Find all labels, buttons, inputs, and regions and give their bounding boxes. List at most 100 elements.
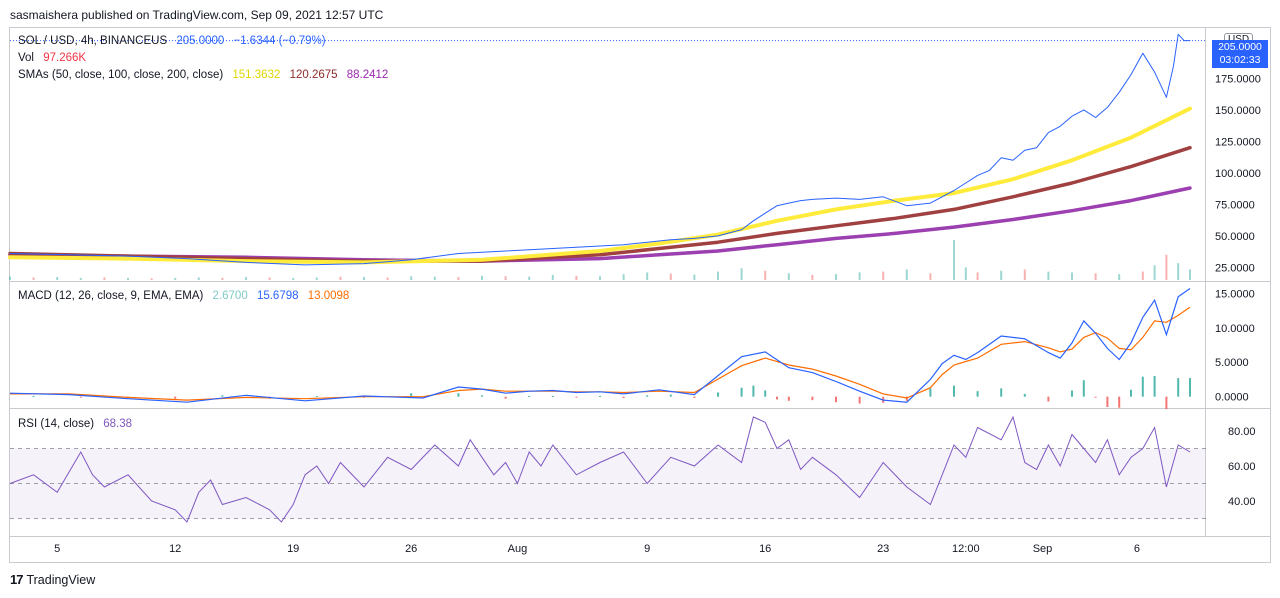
- volume-bar: [315, 277, 318, 280]
- volume-bar: [528, 276, 531, 280]
- volume-bar: [646, 272, 649, 280]
- rsi-label[interactable]: RSI (14, close): [18, 418, 95, 430]
- bar-countdown: 03:02:33: [1219, 54, 1261, 66]
- time-axis-label: 23: [877, 543, 889, 555]
- macd-histogram-bar: [1106, 396, 1109, 407]
- macd-histogram-bar: [1000, 388, 1003, 397]
- volume-bar: [221, 277, 224, 280]
- volume-bar: [1165, 254, 1168, 280]
- sma-label[interactable]: SMAs (50, close, 100, close, 200, close): [18, 69, 224, 81]
- macd-hist-value: 2.6700: [212, 290, 248, 302]
- volume-bar: [1047, 271, 1050, 280]
- vol-label[interactable]: Vol: [18, 52, 34, 64]
- volume-bar: [599, 276, 601, 280]
- volume-bar: [197, 277, 200, 280]
- volume-bar: [1118, 274, 1121, 280]
- price-legend: SOL / USD, 4h, BINANCEUS 205.0000 −1.634…: [18, 35, 332, 47]
- sma100-value: 120.2675: [289, 69, 338, 81]
- macd-histogram-bar: [1047, 396, 1050, 402]
- volume-bar: [386, 277, 389, 280]
- macd-histogram-bar: [1082, 380, 1085, 397]
- volume-bar: [1141, 271, 1144, 280]
- volume-bar: [363, 277, 365, 280]
- macd-histogram-bar: [599, 395, 601, 397]
- macd-histogram-bar: [776, 396, 778, 400]
- macd-label[interactable]: MACD (12, 26, close, 9, EMA, EMA): [18, 290, 204, 302]
- volume-bar: [457, 277, 460, 280]
- macd-histogram-bar: [1165, 396, 1168, 410]
- price-change: −1.6344 (−0.79%): [233, 35, 326, 47]
- macd-axis-tick: 0.0000: [1215, 392, 1249, 404]
- sma-legend: SMAs (50, close, 100, close, 200, close)…: [18, 69, 394, 81]
- macd-histogram-bar: [481, 395, 483, 397]
- volume-bar: [150, 278, 153, 280]
- rsi-legend: RSI (14, close) 68.38: [18, 418, 138, 430]
- macd-histogram-bar: [1130, 389, 1132, 397]
- macd-histogram-bar: [835, 396, 837, 403]
- macd-histogram-bar: [953, 385, 955, 397]
- macd-histogram-bar: [315, 395, 318, 397]
- macd-axis-tick: 10.0000: [1215, 323, 1255, 335]
- volume-bar: [764, 270, 767, 280]
- macd-histogram-bar: [622, 396, 625, 399]
- macd-histogram-bar: [1118, 396, 1121, 408]
- price-value: 205.0000: [176, 35, 225, 47]
- macd-line: [9, 288, 1191, 403]
- volume-bar: [1023, 269, 1026, 280]
- volume-bar: [56, 277, 59, 280]
- macd-histogram-bar: [905, 396, 908, 401]
- macd-histogram-bar: [752, 385, 755, 397]
- volume-bar: [976, 272, 979, 280]
- volume-bar: [551, 274, 554, 280]
- price-axis-tick: 150.0000: [1215, 105, 1261, 117]
- macd-histogram-bar: [787, 396, 790, 401]
- tradingview-logo[interactable]: 17 TradingView: [10, 572, 95, 587]
- macd-histogram-bar: [1071, 390, 1073, 397]
- price-axis-tick: 25.0000: [1215, 262, 1255, 274]
- volume-bar: [103, 277, 106, 280]
- time-axis-label: 12: [169, 543, 181, 555]
- volume-bar: [433, 276, 436, 280]
- volume-bar: [1153, 265, 1156, 280]
- macd-histogram-bar: [811, 396, 814, 401]
- volume-bar: [79, 277, 82, 280]
- rsi-value: 68.38: [103, 418, 133, 430]
- time-axis-label: 12:00: [952, 543, 980, 555]
- macd-histogram-bar: [764, 390, 767, 397]
- volume-bar: [740, 268, 743, 280]
- macd-histogram-bar: [858, 396, 861, 404]
- volume-bar: [1094, 273, 1097, 280]
- macd-histogram-bar: [575, 396, 578, 398]
- symbol-label[interactable]: SOL / USD, 4h, BINANCEUS: [18, 35, 168, 47]
- price-axis-tick: 100.0000: [1215, 168, 1261, 180]
- last-price-value: 205.0000: [1218, 41, 1262, 53]
- volume-bar: [964, 267, 967, 280]
- time-axis-label: 5: [54, 543, 60, 555]
- volume-bar: [127, 277, 129, 280]
- time-axis-label: 26: [405, 543, 417, 555]
- volume-bar: [504, 276, 507, 280]
- macd-histogram-bar: [929, 388, 932, 397]
- volume-bar: [481, 275, 483, 280]
- volume-bar: [9, 276, 11, 280]
- macd-histogram-bar: [1189, 378, 1191, 397]
- rsi-axis-tick: 40.00: [1228, 496, 1256, 508]
- time-axis-label: Aug: [508, 543, 528, 555]
- macd-histogram-bar: [504, 396, 507, 399]
- vol-value: 97.266K: [43, 52, 87, 64]
- volume-bar: [717, 271, 719, 280]
- volume-bar: [410, 276, 413, 280]
- macd-histogram-bar: [32, 395, 35, 397]
- volume-bar: [953, 240, 955, 280]
- tradingview-brand: TradingView: [26, 572, 96, 587]
- time-axis-label: 19: [287, 543, 299, 555]
- rsi-axis-tick: 80.00: [1228, 426, 1256, 438]
- time-axis-label: Sep: [1033, 543, 1053, 555]
- sma50-line: [8, 106, 1192, 265]
- volume-bar: [693, 274, 696, 280]
- macd-histogram-bar: [717, 392, 719, 397]
- sma100-line: [8, 145, 1192, 263]
- macd-histogram-bar: [79, 396, 82, 398]
- volume-bar: [905, 269, 908, 280]
